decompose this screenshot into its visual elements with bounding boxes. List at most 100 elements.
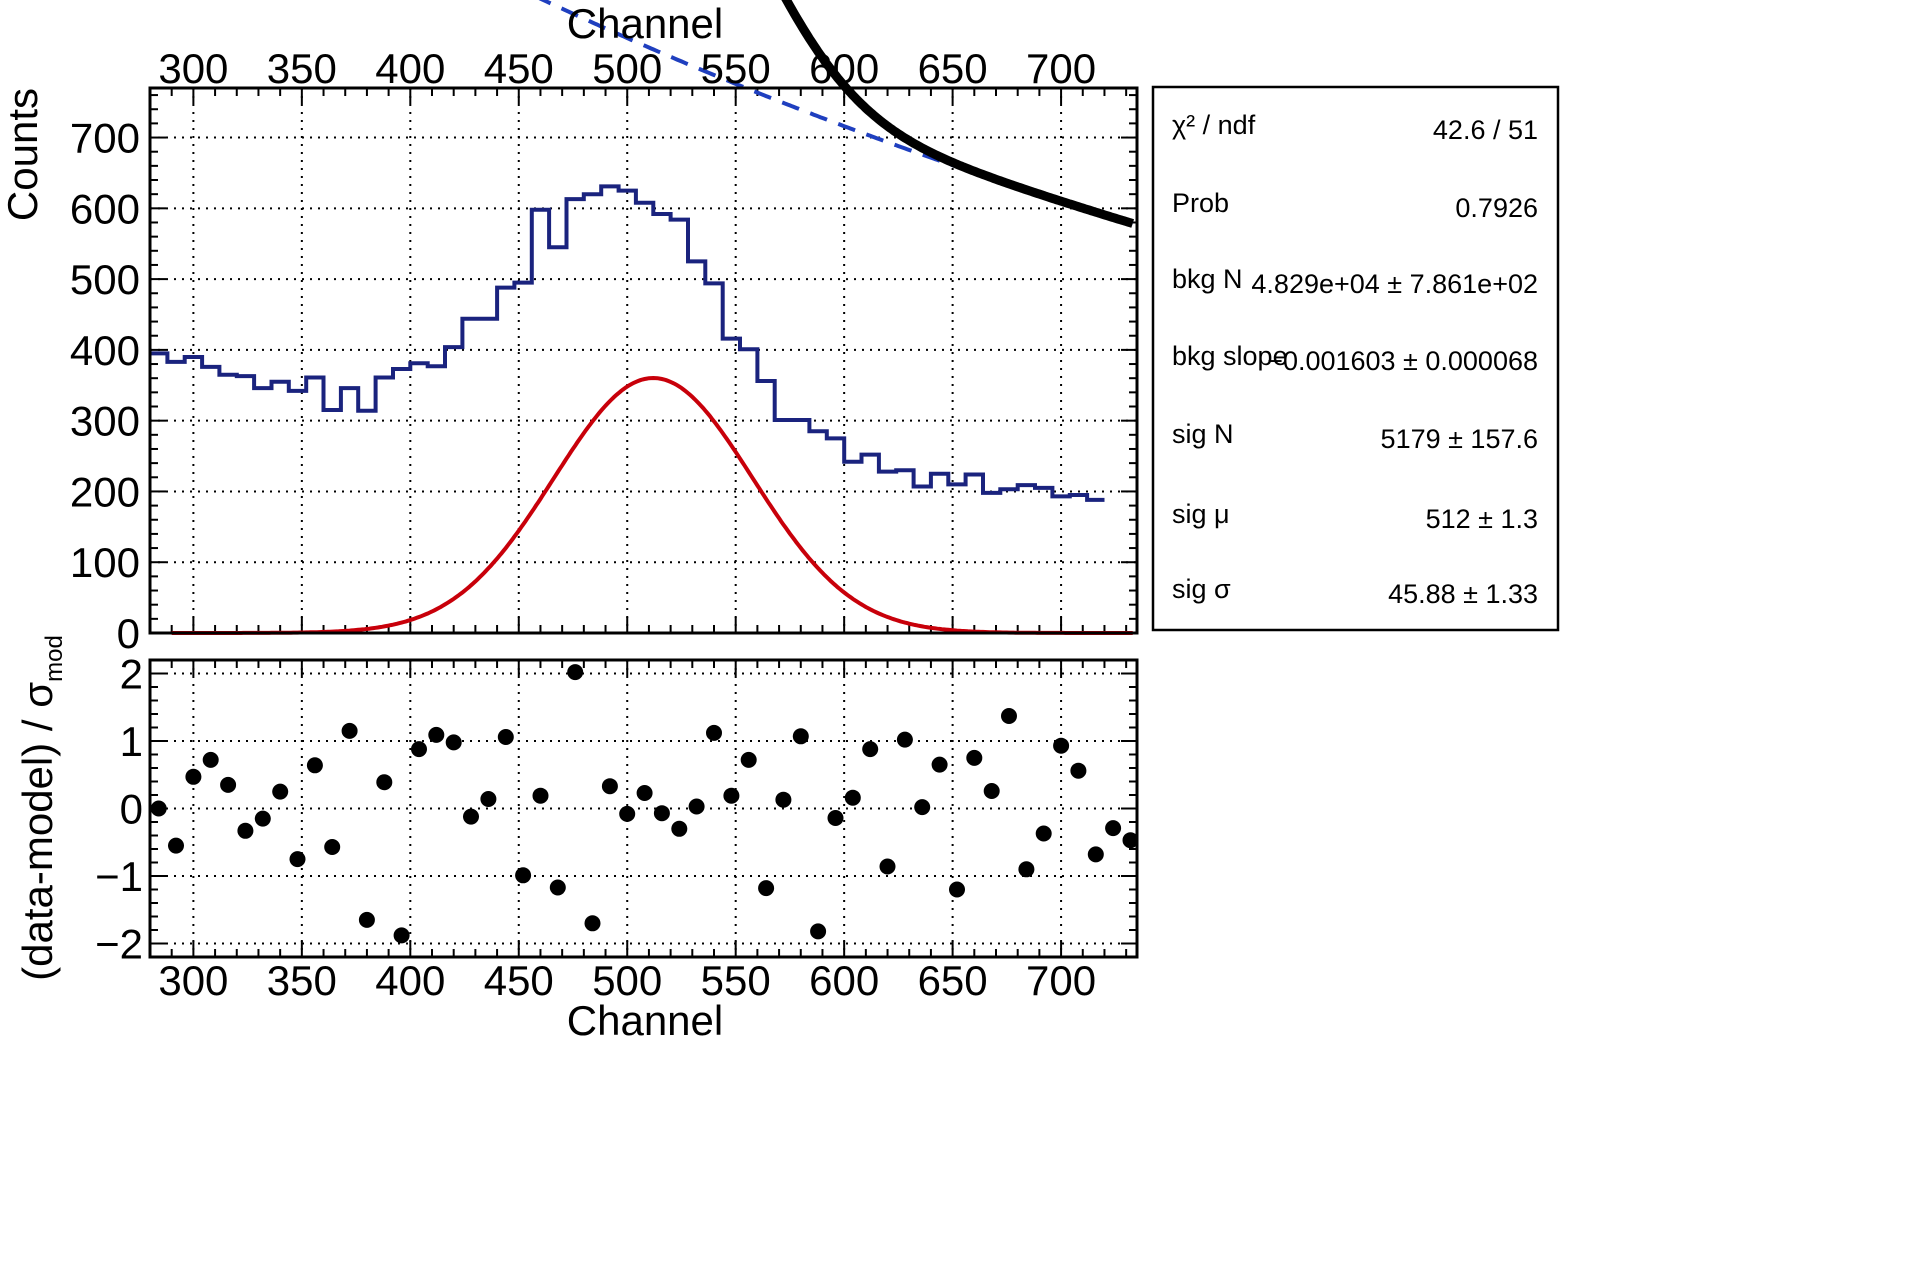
residual-point <box>1018 861 1035 878</box>
residual-y-axis-title: (data-model) / σmod <box>14 635 68 981</box>
stats-box-frame <box>1151 85 1560 632</box>
signal-curve <box>171 375 1133 635</box>
stats-row-value: 0.7926 <box>1455 193 1538 223</box>
residual-point <box>983 783 1000 799</box>
residual-point <box>758 880 775 897</box>
residual-point <box>549 879 566 896</box>
residual-point <box>411 741 427 758</box>
residual-point <box>341 722 358 739</box>
residual-point <box>879 858 896 875</box>
y-tick-label: 200 <box>70 468 140 515</box>
x-tick-label: 600 <box>809 957 879 1004</box>
x-tick-label: 550 <box>701 957 771 1004</box>
top-x-tick-label: 650 <box>918 45 988 92</box>
residual-y-axis-main: (data-model) / σ <box>14 682 61 981</box>
stats-rows: χ² / ndf 42.6 / 51 Prob 0.7926 bkg N 4.829e+0… <box>1172 110 1538 609</box>
residual-panel: 300 350 400 450 500 550 600 650 700 −2 −1 0 1 2 Chann… <box>14 635 1139 1044</box>
residual-point <box>914 799 931 816</box>
stats-row-name: sig σ <box>1172 574 1231 604</box>
residual-y-tick-label: −2 <box>95 921 143 968</box>
residual-y-tick-label: 1 <box>120 718 143 765</box>
residual-point <box>949 881 965 898</box>
x-tick-label: 500 <box>592 957 662 1004</box>
residual-point <box>1087 846 1104 863</box>
residual-point <box>601 778 618 795</box>
y-tick-label: 0 <box>117 610 140 657</box>
main-frame <box>148 86 1139 635</box>
residual-point <box>220 776 237 793</box>
top-x-tick-label: 350 <box>267 45 337 92</box>
top-x-tick-label: 300 <box>158 45 228 92</box>
total-fit-curve <box>781 0 1135 228</box>
residual-point <box>688 798 705 815</box>
residual-point <box>740 751 757 768</box>
residual-point <box>515 867 532 884</box>
residual-point <box>237 822 254 839</box>
residual-point <box>810 923 827 940</box>
residual-point <box>775 791 792 808</box>
residual-point <box>1035 825 1052 842</box>
residual-point <box>827 810 844 826</box>
x-tick-label: 300 <box>158 957 228 1004</box>
residual-point <box>532 787 549 804</box>
y-tick-label: 600 <box>70 185 140 232</box>
y-axis-title: Counts <box>0 88 46 221</box>
top-x-tick-label: 600 <box>809 45 879 92</box>
residual-point <box>272 783 289 800</box>
x-tick-label: 700 <box>1026 957 1096 1004</box>
residual-point <box>653 805 670 822</box>
residual-point <box>480 791 497 807</box>
y-tick-label: 400 <box>70 327 140 374</box>
stats-row-value: 4.829e+04 ± 7.861e+02 <box>1251 269 1538 299</box>
residual-point <box>1001 708 1017 724</box>
x-tick-label: 450 <box>484 957 554 1004</box>
residual-frame <box>148 658 1139 959</box>
residual-y-tick-label: 0 <box>120 786 143 833</box>
stats-row-value: −0.001603 ± 0.000068 <box>1267 346 1538 376</box>
main-ticks <box>149 88 1137 634</box>
residual-point <box>445 734 462 751</box>
stats-row-value: 45.88 ± 1.33 <box>1388 579 1538 609</box>
stats-row-value: 5179 ± 157.6 <box>1381 424 1538 454</box>
residual-point <box>1070 762 1087 779</box>
top-x-tick-label: 550 <box>701 45 771 92</box>
y-tick-label: 100 <box>70 539 140 586</box>
residual-point <box>1105 820 1122 837</box>
residual-point <box>706 724 722 741</box>
background-curve <box>538 0 1134 226</box>
x-axis-title: Channel <box>567 997 723 1044</box>
y-tick-label: 700 <box>70 115 140 162</box>
residual-point <box>168 837 184 854</box>
residual-point <box>150 800 167 817</box>
residual-point <box>792 728 809 745</box>
residual-point <box>254 810 271 827</box>
residual-point <box>1122 832 1139 849</box>
residual-point <box>463 808 479 825</box>
residual-point <box>844 789 861 806</box>
residual-tick-labels: 300 350 400 450 500 550 600 650 700 −2 −1 0 1 2 <box>95 651 1096 1005</box>
stats-box: χ² / ndf 42.6 / 51 Prob 0.7926 bkg N 4.829e+0… <box>1151 85 1560 632</box>
residual-point <box>636 785 653 801</box>
stats-row-value: 42.6 / 51 <box>1433 115 1538 145</box>
residual-y-tick-label: −1 <box>95 853 143 900</box>
stats-row-value: 512 ± 1.3 <box>1426 504 1538 534</box>
top-x-tick-label: 450 <box>484 45 554 92</box>
residual-point <box>931 756 948 773</box>
residual-point <box>497 729 514 745</box>
residual-point <box>185 768 202 785</box>
residual-point <box>671 820 688 837</box>
x-tick-label: 650 <box>918 957 988 1004</box>
residual-y-tick-label: 2 <box>120 651 143 698</box>
stats-row-name: χ² / ndf <box>1172 110 1256 140</box>
top-x-tick-label: 700 <box>1026 45 1096 92</box>
residual-point <box>324 839 341 855</box>
residual-point <box>584 915 601 932</box>
residual-point <box>306 757 323 774</box>
stats-row-name: bkg N <box>1172 264 1243 294</box>
stats-row-name: sig μ <box>1172 499 1230 529</box>
residual-point <box>376 774 393 791</box>
stats-row-name: bkg slope <box>1172 341 1288 371</box>
residual-ticks <box>149 659 1137 958</box>
histogram <box>150 184 1105 502</box>
